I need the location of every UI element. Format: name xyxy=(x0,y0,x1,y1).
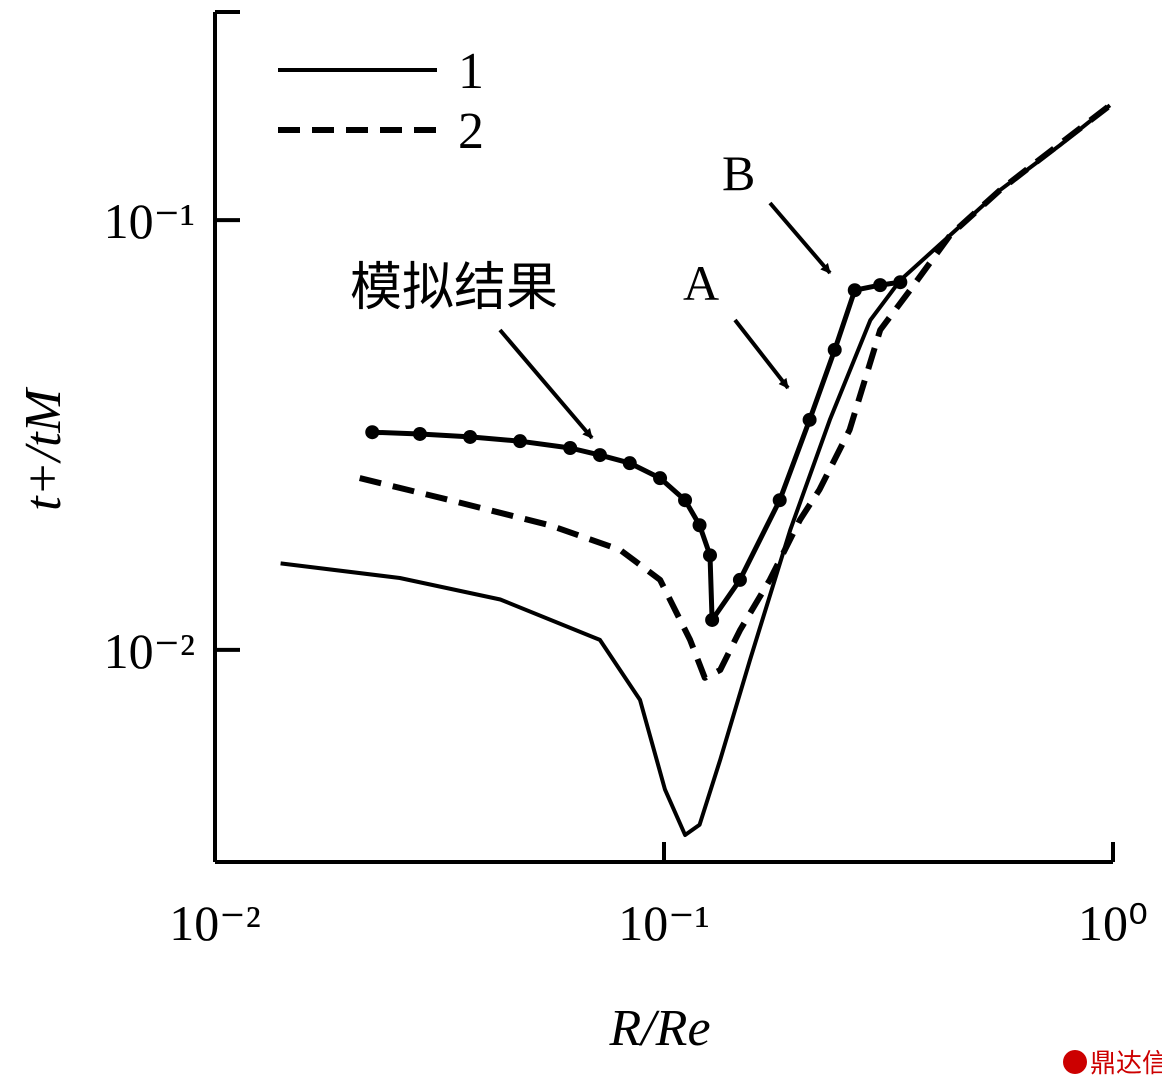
annotation-a: A xyxy=(683,255,719,311)
series-line xyxy=(372,279,901,623)
series-marker xyxy=(622,456,637,471)
x-tick-label: 10⁰ xyxy=(1078,895,1148,951)
series-marker xyxy=(678,493,693,508)
y-axis-label: t+/tM xyxy=(15,386,72,510)
y-tick-label: 10⁻² xyxy=(104,623,195,679)
annotation-arrow xyxy=(733,318,790,390)
series-marker xyxy=(772,493,787,508)
annotation-arrow xyxy=(768,201,832,275)
annotation-b: B xyxy=(722,145,755,201)
x-tick-label: 10⁻² xyxy=(169,895,260,951)
legend-label: 1 xyxy=(458,43,484,100)
series-line xyxy=(280,103,1112,837)
series-marker xyxy=(732,572,747,587)
series-marker xyxy=(802,412,817,427)
series-marker xyxy=(412,426,427,441)
series-marker xyxy=(692,518,707,533)
annotation-arrow xyxy=(498,328,594,440)
series-marker xyxy=(847,283,862,298)
series-marker xyxy=(893,275,908,290)
series-marker xyxy=(873,278,888,293)
x-axis-label: R/Re xyxy=(608,1000,710,1057)
series-marker xyxy=(705,612,720,627)
watermark: 鼎达信 xyxy=(1090,1049,1162,1079)
watermark-logo xyxy=(1063,1050,1087,1074)
series-marker xyxy=(592,448,607,463)
series-marker xyxy=(653,471,668,486)
series-marker xyxy=(365,425,380,440)
legend-label: 2 xyxy=(458,103,484,160)
series-marker xyxy=(827,342,842,357)
series-line xyxy=(358,102,1112,681)
x-tick-label: 10⁻¹ xyxy=(618,895,709,951)
series-marker xyxy=(563,440,578,455)
y-tick-label: 10⁻¹ xyxy=(104,193,195,249)
series-marker xyxy=(513,434,528,449)
series-marker xyxy=(463,429,478,444)
annotation-sim: 模拟结果 xyxy=(350,258,558,318)
series-marker xyxy=(702,548,717,563)
